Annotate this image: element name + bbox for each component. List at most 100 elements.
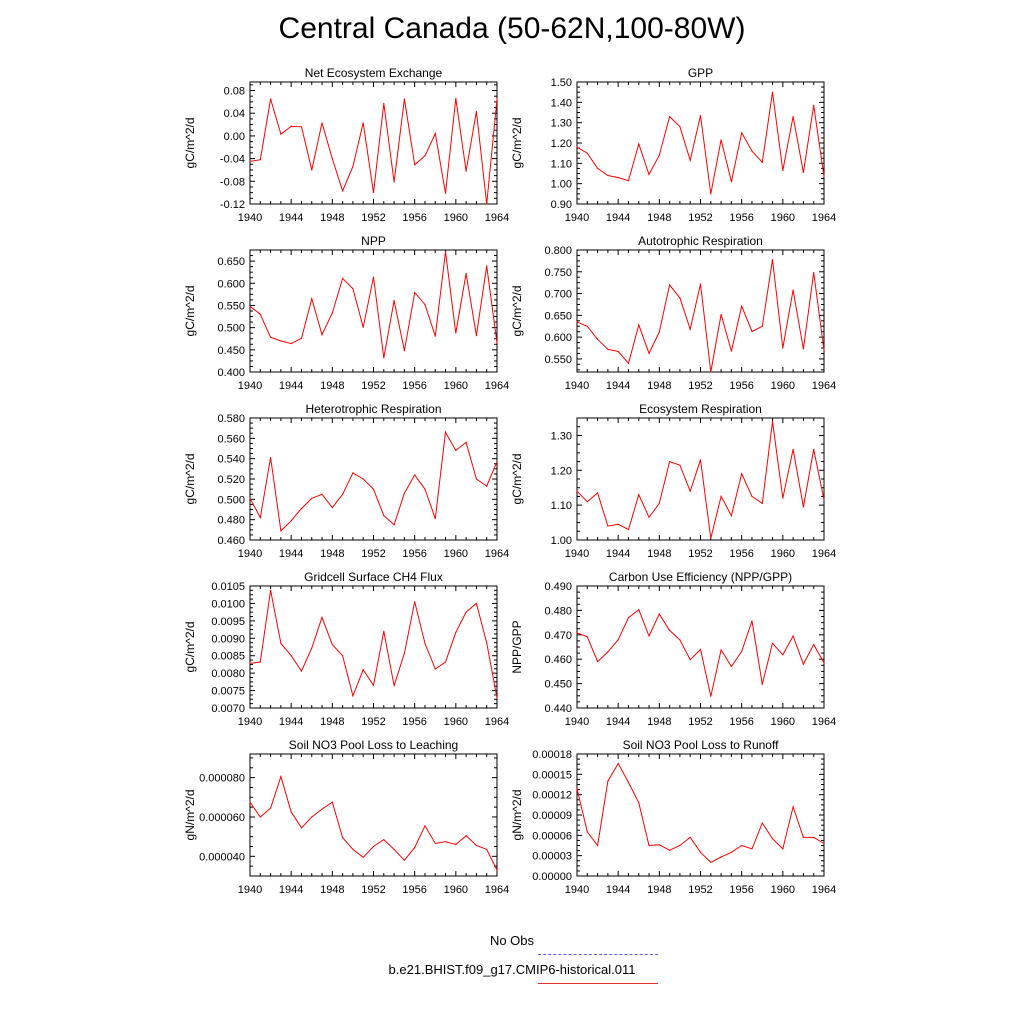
chart-panel-5: Ecosystem Respiration gC/m^2/d 1940 1944 194…: [510, 402, 836, 560]
data-point: [486, 203, 488, 205]
data-point: [424, 303, 426, 306]
data-point: [414, 474, 416, 476]
y-tick-label: 0.0070: [211, 703, 245, 715]
data-point: [311, 298, 313, 300]
data-point: [434, 518, 436, 520]
data-point: [444, 431, 447, 433]
y-tick-label: 0.000060: [199, 812, 245, 824]
series-line: [576, 762, 825, 864]
data-point: [300, 670, 303, 672]
x-tick-label: 1940: [565, 884, 589, 896]
data-point: [751, 495, 753, 498]
data-point: [596, 492, 599, 494]
data-point: [761, 325, 763, 327]
data-point: [679, 464, 681, 466]
x-tick-label: 1940: [238, 380, 262, 392]
y-axis-label: gC/m^2/d: [510, 286, 524, 337]
data-point: [771, 838, 774, 840]
data-point: [648, 352, 650, 354]
data-point: [259, 517, 261, 519]
data-point: [321, 493, 323, 495]
data-point: [586, 501, 588, 503]
x-tick-label: 1948: [320, 380, 344, 392]
x-tick-label: 1944: [606, 548, 630, 560]
data-point: [730, 665, 732, 668]
data-point: [576, 321, 578, 323]
x-tick-label: 1940: [565, 212, 589, 224]
y-tick-label: 0.460: [217, 535, 245, 547]
x-tick-label: 1944: [279, 380, 303, 392]
x-tick-label: 1952: [361, 884, 385, 896]
x-tick-label: 1944: [606, 716, 630, 728]
data-point: [249, 662, 251, 664]
data-point: [352, 472, 354, 474]
x-tick-label: 1948: [647, 884, 671, 896]
y-axis-label: gN/m^2/d: [183, 790, 197, 841]
data-point: [638, 802, 640, 804]
data-point: [699, 283, 702, 285]
data-point: [311, 816, 313, 818]
data-point: [331, 643, 333, 646]
data-point: [486, 642, 488, 644]
plot-frame: [576, 81, 825, 205]
data-point: [658, 844, 660, 846]
data-point: [342, 837, 344, 839]
x-tick-label: 1944: [279, 884, 303, 896]
data-point: [465, 272, 467, 275]
series-line: [576, 608, 825, 697]
data-point: [823, 349, 825, 351]
data-point: [342, 493, 344, 495]
x-tick-label: 1964: [485, 884, 509, 896]
data-point: [372, 192, 375, 194]
x-tick-label: 1952: [361, 716, 385, 728]
plot-frame: [249, 417, 498, 541]
data-point: [465, 170, 467, 172]
data-point: [362, 856, 364, 858]
legend-line-model: [538, 983, 658, 984]
data-point: [321, 616, 323, 618]
data-point: [259, 661, 261, 663]
data-point: [761, 161, 763, 163]
data-point: [771, 642, 774, 644]
data-point: [280, 642, 282, 645]
y-tick-label: 0.550: [544, 354, 572, 366]
data-point: [290, 520, 292, 522]
x-tick-label: 1948: [320, 716, 344, 728]
y-tick-label: 1.20: [551, 465, 572, 477]
data-point: [434, 668, 436, 670]
data-point: [414, 164, 416, 166]
y-tick-label: 0.650: [544, 310, 572, 322]
data-point: [311, 497, 313, 499]
y-tick-label: 0.490: [544, 581, 572, 593]
y-tick-label: 0.450: [217, 345, 245, 357]
y-tick-label: 0.600: [544, 332, 572, 344]
data-point: [352, 287, 354, 290]
x-tick-label: 1956: [402, 380, 426, 392]
y-axis-label: gC/m^2/d: [510, 454, 524, 505]
data-point: [424, 825, 426, 827]
chart-title: Net Ecosystem Exchange: [305, 66, 443, 80]
x-tick-label: 1960: [771, 716, 795, 728]
data-point: [658, 502, 660, 504]
data-point: [393, 181, 395, 183]
data-point: [280, 133, 282, 135]
plot-frame: [249, 81, 498, 205]
data-point: [455, 332, 457, 334]
chart-panel-8: Soil NO3 Pool Loss to Leaching gN/m^2/d 19…: [183, 738, 509, 896]
data-point: [720, 313, 722, 316]
y-tick-label: 0.470: [544, 630, 572, 642]
data-point: [393, 524, 395, 526]
data-point: [300, 337, 303, 339]
data-point: [741, 473, 743, 475]
data-point: [802, 836, 805, 838]
data-point: [689, 328, 691, 330]
chart-panel-7: Carbon Use Efficiency (NPP/GPP) NPP/GPP 19…: [510, 570, 836, 728]
data-point: [331, 312, 333, 314]
y-axis-label: gC/m^2/d: [183, 118, 197, 169]
data-point: [414, 291, 416, 294]
x-tick-label: 1948: [320, 212, 344, 224]
x-tick-label: 1952: [688, 212, 712, 224]
data-point: [813, 272, 815, 274]
y-tick-label: 1.50: [551, 77, 572, 89]
data-point: [475, 110, 478, 113]
